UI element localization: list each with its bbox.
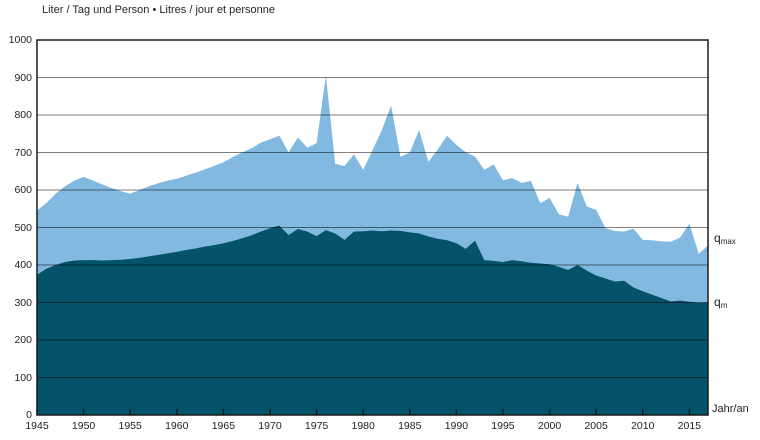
qm-area [37,225,708,415]
y-tick-label: 700 [14,146,32,159]
y-tick-label: 800 [14,109,32,121]
chart-title: Liter / Tag und Person • Litres / jour e… [42,4,275,16]
y-tick-label: 900 [14,71,32,84]
x-tick-label: 1965 [211,420,236,432]
x-tick-label: 1985 [398,420,422,432]
series-label-qmax: qmax [714,231,736,246]
y-tick-label: 300 [14,296,32,309]
x-tick-label: 1980 [351,420,375,432]
x-tick-label: 1950 [71,420,96,432]
y-tick-label: 1000 [8,34,32,46]
x-tick-label: 2015 [677,420,702,432]
x-tick-label: 2010 [631,420,655,432]
y-tick-label: 500 [14,221,32,234]
y-tick-label: 0 [26,409,32,421]
x-tick-label: 1960 [165,420,189,432]
y-tick-label: 100 [14,371,32,384]
x-axis-unit-label: Jahr/an [712,403,749,415]
y-tick-label: 200 [14,334,32,346]
series-label-qm: qm [714,295,727,310]
x-tick-label: 1945 [25,420,49,432]
qm-subscript: m [720,301,728,310]
qmax-subscript: max [720,237,736,246]
x-tick-label: 1955 [118,420,142,432]
x-tick-label: 1970 [258,420,282,432]
x-tick-label: 1975 [304,420,329,432]
y-tick-label: 600 [14,184,32,196]
x-tick-label: 2005 [584,420,608,432]
qmax-base: q [714,231,721,245]
qm-base: q [714,295,721,309]
x-tick-label: 1995 [491,420,515,432]
x-tick-label: 1990 [444,420,469,432]
y-tick-label: 400 [14,259,32,271]
plot-border [36,39,709,416]
x-tick-label: 2000 [537,420,562,432]
